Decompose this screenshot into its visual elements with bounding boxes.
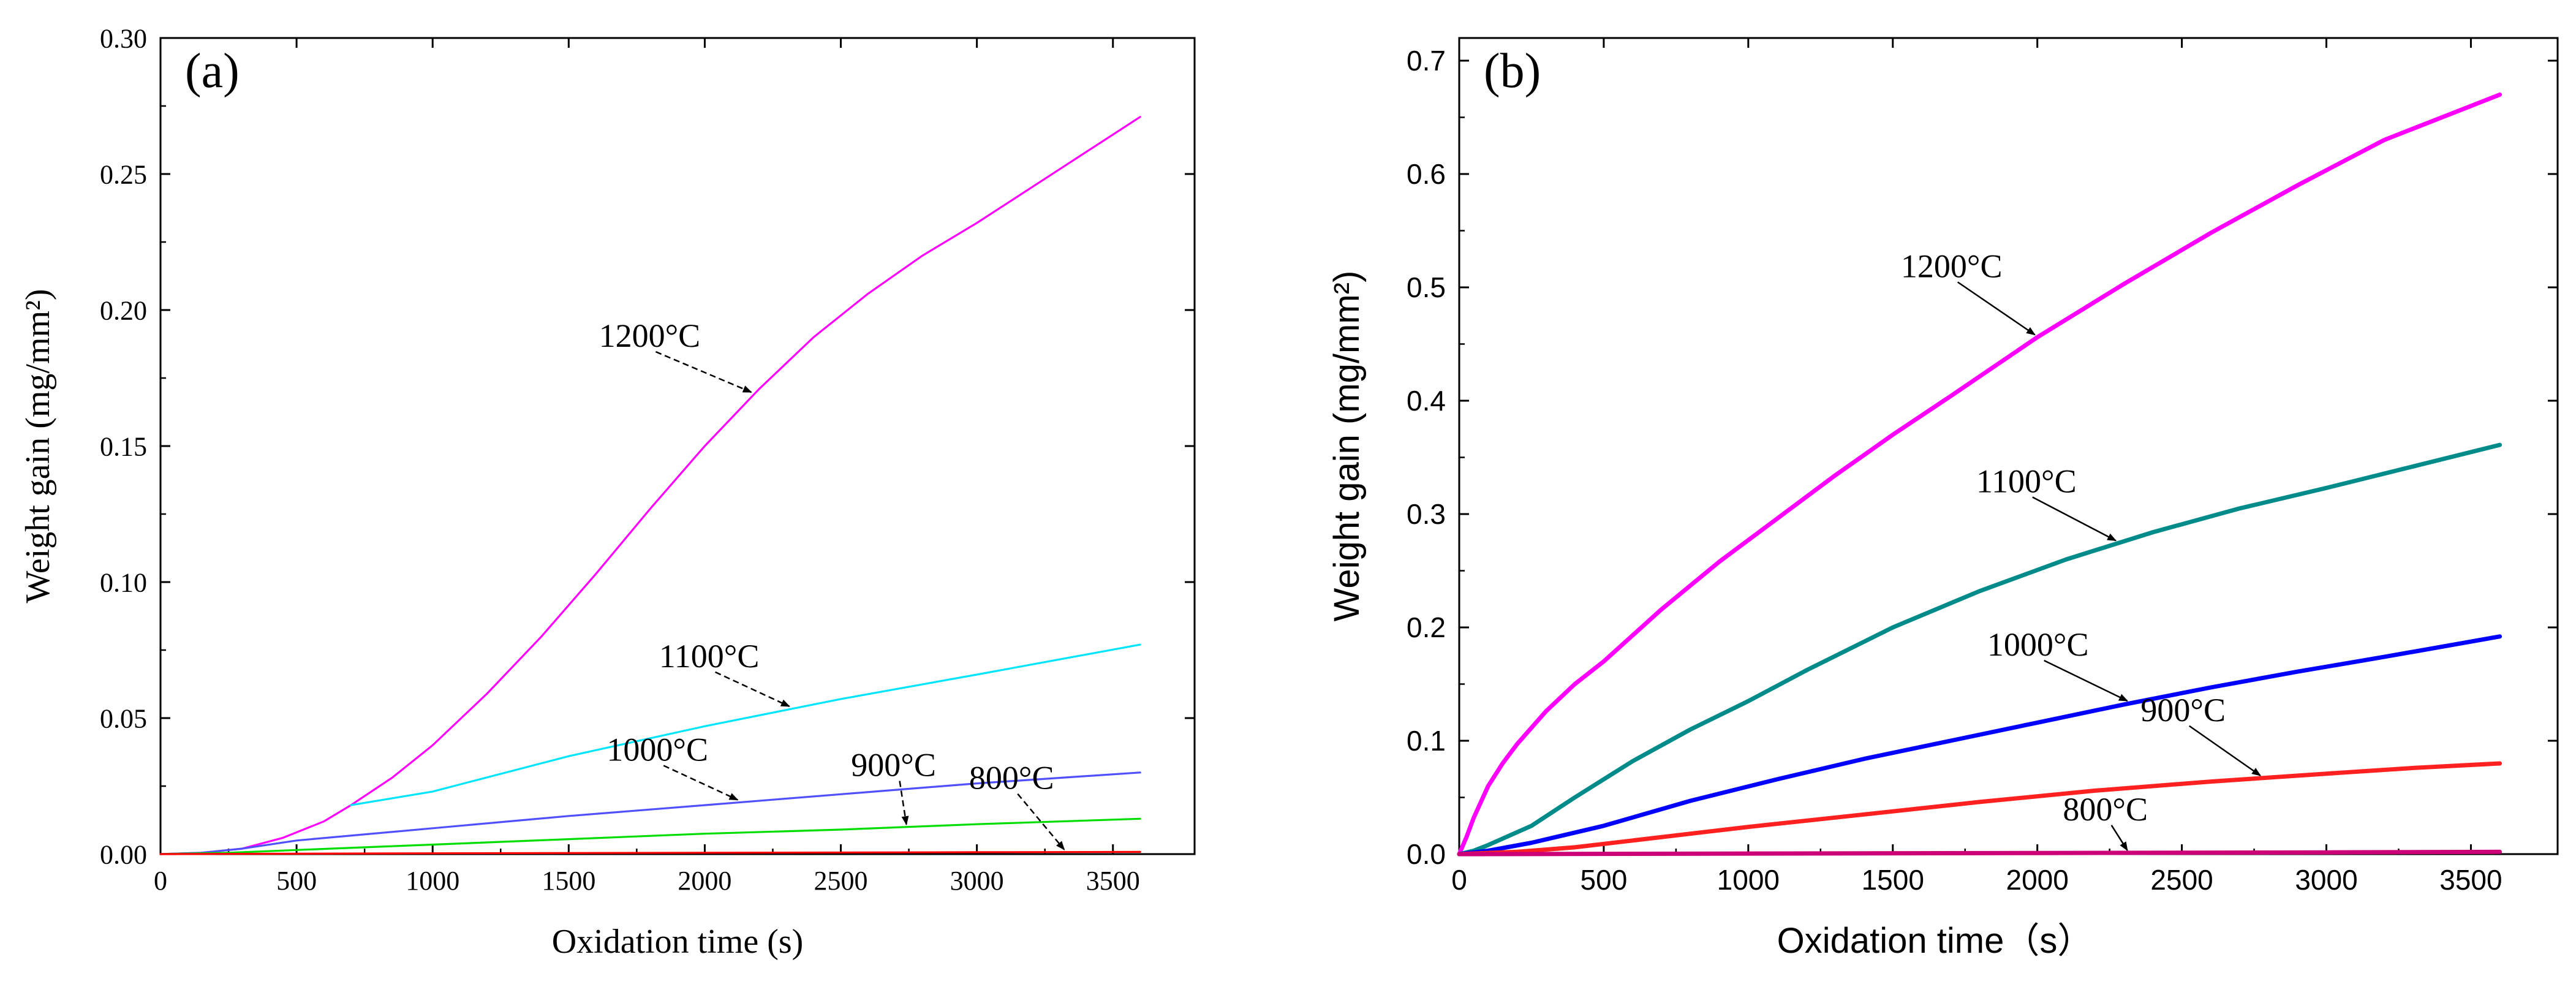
y-tick-label: 0.4 <box>1407 385 1446 417</box>
y-tick-label: 0.20 <box>100 295 147 325</box>
x-tick-label: 1000 <box>406 866 459 896</box>
y-tick-label: 0.3 <box>1407 498 1446 530</box>
annotation-arrow <box>1017 793 1065 850</box>
x-tick-label: 1500 <box>542 866 595 896</box>
y-tick-label: 0.5 <box>1407 271 1446 303</box>
x-tick-label: 500 <box>276 866 317 896</box>
x-tick-label: 0 <box>1451 864 1467 896</box>
series-line-1000C <box>159 771 1141 855</box>
annotation-label: 800°C <box>2063 791 2148 828</box>
annotation-arrow <box>2032 496 2117 542</box>
y-tick-label: 0.25 <box>100 159 147 189</box>
series-line-800C <box>1457 849 2502 857</box>
x-tick-label: 2000 <box>2006 864 2069 896</box>
panel-label: (b) <box>1484 44 1541 98</box>
y-tick-label: 0.6 <box>1407 158 1446 190</box>
y-tick-label: 0.10 <box>100 567 147 597</box>
y-tick-label: 0.30 <box>100 23 147 53</box>
annotation-arrow <box>663 765 739 801</box>
annotation-arrow <box>2110 825 2128 852</box>
x-tick-label: 3500 <box>2439 864 2502 896</box>
y-tick-label: 0.15 <box>100 431 147 461</box>
annotation-label: 1200°C <box>1901 248 2003 284</box>
series-line-1100C <box>1457 442 2502 857</box>
y-tick-label: 0.7 <box>1407 45 1446 77</box>
x-tick-label: 2000 <box>678 866 731 896</box>
annotation-label: 800°C <box>969 760 1054 797</box>
x-tick-label: 2500 <box>2150 864 2213 896</box>
y-tick-label: 0.00 <box>100 839 147 869</box>
annotation-arrow <box>655 350 752 393</box>
y-tick-label: 0.0 <box>1407 838 1446 870</box>
panel-a: 0 500 1000 1500 2000 2500 3000 3500 0.00 0.05 0.10… <box>19 23 1196 961</box>
x-tick-label: 1500 <box>1862 864 1924 896</box>
panel-b: 0 500 1000 1500 2000 2500 3000 3500 0.0 0.1 0.2 0.3… <box>1327 37 2559 961</box>
x-axis-title: Oxidation time (s) <box>552 923 804 961</box>
series-line-1100C <box>350 643 1141 806</box>
series-line-1000C <box>1457 634 2502 857</box>
annotation-label: 1000°C <box>1987 626 2089 663</box>
annotation-arrow <box>2189 725 2261 776</box>
series-line-800C <box>159 850 1141 855</box>
y-tick-label: 0.2 <box>1407 611 1446 643</box>
annotation-arrow <box>715 671 790 708</box>
plot-frame <box>1458 37 2559 855</box>
x-tick-label: 500 <box>1581 864 1628 896</box>
panel-label: (a) <box>185 44 240 98</box>
annotation-label: 900°C <box>2140 692 2226 729</box>
series-line-1200C <box>1457 93 2502 857</box>
x-tick-label: 1000 <box>1717 864 1780 896</box>
series-line-900C <box>159 817 1141 855</box>
y-tick-label: 0.05 <box>100 703 147 733</box>
series-line-900C <box>1457 761 2502 857</box>
x-tick-label: 0 <box>154 866 167 896</box>
x-tick-label: 3000 <box>2295 864 2357 896</box>
y-axis-title: Weight gain (mg/mm²) <box>19 289 57 603</box>
x-tick-label: 2500 <box>814 866 868 896</box>
annotation-arrow <box>2044 659 2129 702</box>
annotation-label: 1200°C <box>599 317 701 354</box>
annotation-label: 1100°C <box>1976 463 2077 499</box>
annotation-label: 1100°C <box>659 638 760 675</box>
annotation-label: 1000°C <box>606 731 708 768</box>
annotation-label: 900°C <box>851 747 936 784</box>
x-axis-title: Oxidation time（s） <box>1777 921 2093 961</box>
x-tick-label: 3000 <box>950 866 1004 896</box>
annotation-arrow <box>899 781 909 826</box>
x-tick-label: 3500 <box>1086 866 1140 896</box>
y-tick-label: 0.1 <box>1407 725 1446 757</box>
annotation-arrow <box>1957 281 2036 336</box>
y-axis-title: Weight gain (mg/mm²) <box>1327 271 1367 622</box>
series-line-1200C <box>159 116 1141 855</box>
